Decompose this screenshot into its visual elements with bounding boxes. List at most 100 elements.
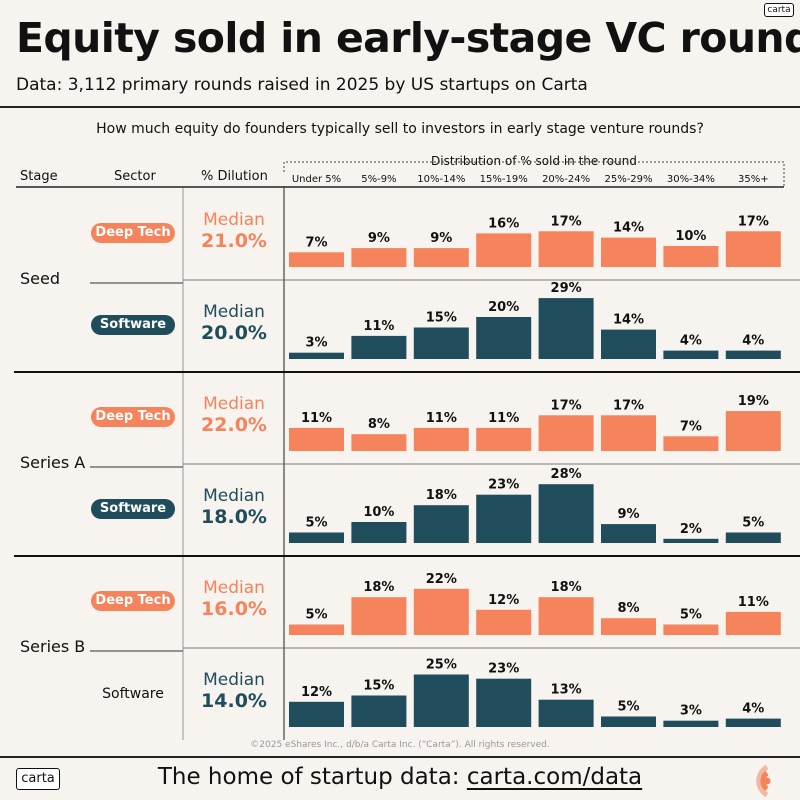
bar-value-label: 10%	[675, 229, 706, 244]
median-dilution: Median 18.0%	[190, 486, 278, 528]
median-value: 20.0%	[201, 322, 267, 344]
bar	[538, 231, 594, 267]
bucket-label-35: 35%+	[737, 174, 769, 185]
bar-value-label: 17%	[738, 214, 769, 229]
median-value: 21.0%	[201, 230, 267, 252]
bar-value-label: 5%	[742, 516, 764, 531]
bar	[289, 624, 344, 635]
chart-title: Equity sold in early-stage VC rounds	[16, 14, 800, 62]
column-header-sector: Sector	[114, 169, 156, 184]
bar	[413, 674, 469, 727]
bar-value-label: 18%	[426, 488, 457, 503]
bar-value-label: 12%	[488, 593, 519, 608]
bar-value-label: 4%	[742, 334, 764, 349]
bottom-divider	[0, 756, 800, 758]
bar-value-label: 18%	[551, 580, 582, 595]
bar	[351, 434, 407, 451]
tagline: The home of startup data: carta.com/data	[0, 764, 800, 790]
bar	[601, 716, 656, 727]
bar	[725, 532, 781, 543]
bar	[725, 231, 781, 267]
chart-subtitle: Data: 3,112 primary rounds raised in 202…	[16, 75, 588, 95]
bar	[663, 538, 719, 543]
bar-value-label: 18%	[363, 580, 394, 595]
bar	[289, 701, 344, 727]
brand-swirl-icon	[756, 765, 771, 797]
median-label: Median	[203, 302, 265, 322]
bar	[725, 611, 781, 635]
bar-value-label: 22%	[426, 572, 457, 587]
median-value: 16.0%	[201, 598, 267, 620]
bar-value-label: 14%	[613, 313, 644, 328]
sector-tag-deep-tech: Deep Tech	[91, 223, 175, 243]
bar	[663, 436, 719, 451]
bar-value-label: 9%	[368, 231, 390, 246]
bar-value-label: 14%	[613, 221, 644, 236]
bar	[663, 350, 719, 359]
bar	[476, 233, 532, 267]
bar	[413, 248, 469, 267]
carta-logo-top: carta	[764, 3, 794, 17]
bar-value-label: 7%	[680, 419, 702, 434]
bucket-label-5-9: 5%-9%	[361, 174, 397, 185]
bar	[725, 350, 781, 359]
column-header-distribution: Distribution of % sold in the round	[431, 154, 637, 168]
bar-value-label: 2%	[680, 522, 702, 537]
bar-value-label: 11%	[738, 595, 769, 610]
sector-tag-deep-tech: Deep Tech	[91, 591, 175, 611]
bar-value-label: 11%	[301, 411, 332, 426]
bar	[413, 427, 469, 451]
bar-value-label: 8%	[368, 417, 390, 432]
bucket-label-25-29: 25%-29%	[604, 174, 653, 185]
bar	[601, 618, 656, 635]
bar-value-label: 25%	[426, 658, 457, 673]
bar	[413, 588, 469, 635]
stage-label-series-b: Series B	[20, 637, 86, 656]
bucket-label-10-14: 10%-14%	[417, 174, 466, 185]
bar-value-label: 11%	[363, 319, 394, 334]
median-dilution: Median 22.0%	[190, 394, 278, 436]
carta-logo-bottom: carta	[16, 768, 60, 790]
median-value: 14.0%	[201, 690, 267, 712]
bar-value-label: 17%	[551, 398, 582, 413]
bar	[476, 317, 532, 359]
bar	[601, 524, 656, 543]
carta-data-link[interactable]: carta.com/data	[466, 764, 643, 790]
bar-value-label: 15%	[426, 311, 457, 326]
median-label: Median	[203, 486, 265, 506]
bar	[476, 609, 532, 635]
bar	[351, 695, 407, 727]
sector-tag-software: Software	[102, 686, 164, 702]
median-label: Median	[203, 394, 265, 414]
bucket-label-under-5: Under 5%	[291, 174, 342, 185]
bar-value-label: 3%	[305, 336, 327, 351]
bar	[538, 699, 594, 727]
bar	[413, 327, 469, 359]
bar	[351, 248, 407, 267]
bar	[663, 246, 719, 267]
bar	[289, 252, 344, 267]
median-dilution: Median 20.0%	[190, 302, 278, 344]
stage-label-series-a: Series A	[20, 453, 86, 472]
bar	[601, 329, 656, 359]
bar	[351, 597, 407, 635]
bar-value-label: 4%	[742, 702, 764, 717]
bar-value-label: 23%	[488, 662, 519, 677]
bar	[538, 415, 594, 451]
bar-value-label: 20%	[488, 300, 519, 315]
median-value: 18.0%	[201, 506, 267, 528]
bar-value-label: 28%	[551, 467, 582, 482]
bar-value-label: 5%	[617, 700, 639, 715]
bar-value-label: 29%	[551, 281, 582, 296]
sector-tag-software: Software	[91, 499, 175, 519]
bar-value-label: 12%	[301, 685, 332, 700]
sector-tag-software: Software	[91, 315, 175, 335]
median-dilution: Median 21.0%	[190, 210, 278, 252]
copyright-notice: ©2025 eShares Inc., d/b/a Carta Inc. (“C…	[250, 740, 550, 750]
median-label: Median	[203, 578, 265, 598]
bar	[663, 624, 719, 635]
bar-value-label: 5%	[305, 608, 327, 623]
bar-value-label: 23%	[488, 478, 519, 493]
bucket-label-15-19: 15%-19%	[479, 174, 528, 185]
bar-value-label: 17%	[613, 398, 644, 413]
